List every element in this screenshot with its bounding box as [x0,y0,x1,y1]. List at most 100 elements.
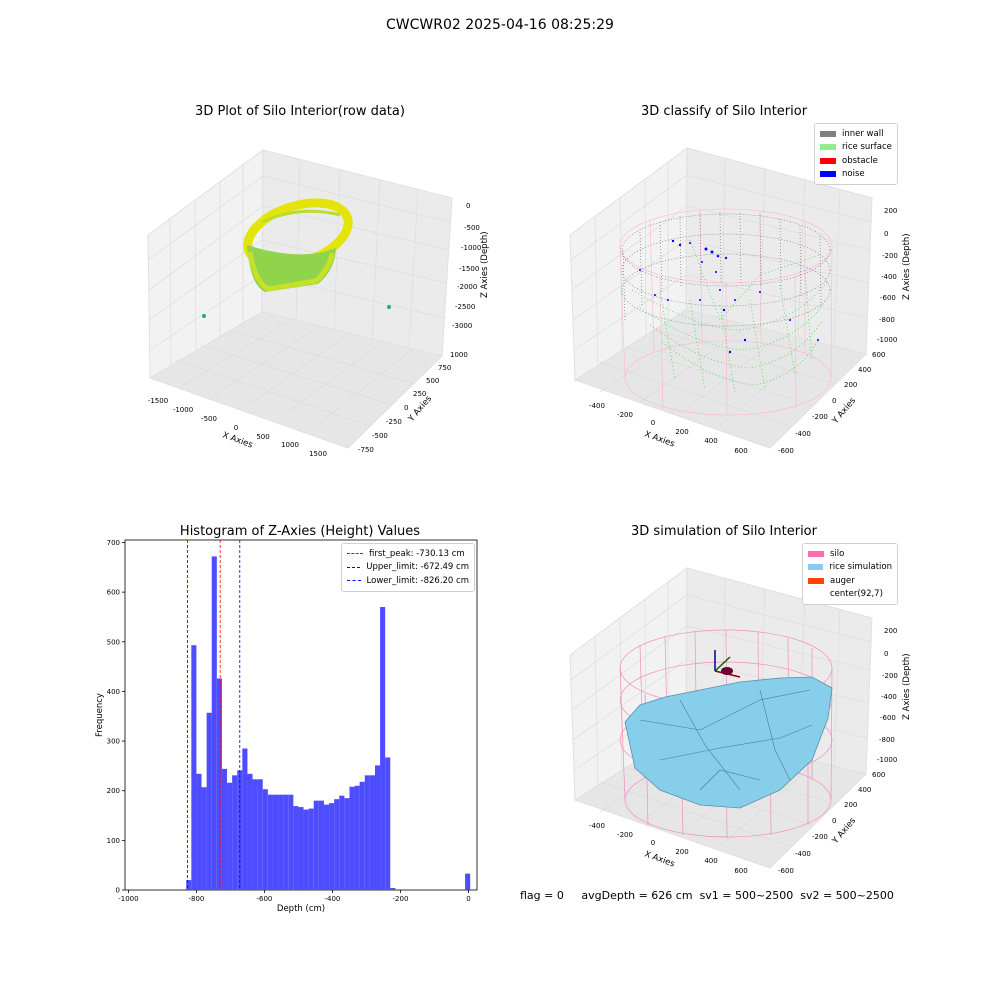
histogram-bar [298,807,304,890]
legend-swatch [820,157,836,164]
legend-swatch [820,171,836,178]
simulation-ytick: 200 [844,801,857,809]
inner-wall-points [621,211,831,327]
raw-xtick: 0 [234,424,238,432]
legend-item-rice-surface: rice surface [820,141,892,155]
simulation-ytick: -200 [812,833,828,841]
histogram-bar [257,779,263,890]
histogram-bar [201,787,207,890]
classify-z-axis-label: Z Axies (Depth) [902,233,912,300]
histogram-bar [221,768,228,890]
legend-item-center: center(92,7) [808,588,892,602]
rice-surface-points [631,239,829,393]
legend-item-silo: silo [808,547,892,561]
histogram-ytick-label: 600 [107,589,120,597]
histogram-bar [267,794,273,890]
simulation-ztick: -200 [882,672,898,680]
classify-ztick: 200 [884,207,897,215]
raw-ytick: 0 [404,404,408,412]
classify-xtick: -400 [589,402,605,410]
legend-label: center(92,7) [830,589,883,600]
classify-ztick: 0 [884,230,888,238]
simulation-ytick: -400 [795,850,811,858]
histogram-bar [272,794,279,890]
raw-ytick: 1000 [450,351,468,359]
raw-ztick: -1000 [461,244,481,252]
raw-x-ticks: -1500 -1000 -500 0 500 1000 1500 [148,397,327,458]
simulation-legend: silo rice simulation auger center(92,7) [802,543,898,605]
raw-xtick: -1000 [173,406,193,414]
noise-points [639,239,819,354]
legend-swatch [808,591,824,597]
classify-ytick: 0 [832,397,836,405]
legend-swatch [820,144,836,151]
legend-label: silo [830,548,845,559]
classify-ztick: -200 [882,252,898,260]
classify-ytick: -600 [778,447,794,455]
histogram-legend: first_peak: -730.13 cm Upper_limit: -672… [341,543,475,592]
raw-ytick: -500 [372,432,388,440]
histogram-bar [211,556,217,890]
simulation-x-axis-label: X Axies [643,849,676,869]
histogram-bar [339,795,345,890]
simulation-ztick: -800 [879,736,895,744]
classify-3d-grid [570,157,872,427]
legend-swatch [808,550,824,557]
legend-label: rice surface [842,142,892,153]
histogram-x-ticks: -1000 -800 -600 -400 -200 0 [118,890,471,903]
histogram-bar [206,712,212,890]
classify-ytick: 200 [844,381,857,389]
legend-swatch [808,577,824,584]
sv2-value: sv2 = 500~2500 [800,889,894,902]
histogram-bar [196,773,202,890]
histogram-ytick-label: 700 [107,539,120,547]
simulation-xtick: 600 [734,867,747,875]
histogram-ytick-label: 100 [107,837,120,845]
histogram-bar [288,794,294,890]
histogram-bar [216,678,222,890]
histogram-xtick-label: 0 [466,895,470,903]
histogram-bar [308,808,314,890]
classify-xtick: 600 [734,447,747,455]
avg-depth-value: avgDepth = 626 cm [581,889,693,902]
histogram-ytick-label: 0 [116,887,120,895]
legend-item-lower-limit: Lower_limit: -826.20 cm [347,574,469,588]
histogram-bar [283,794,289,890]
histogram-ytick-label: 500 [107,638,120,646]
simulation-ztick: -1000 [877,756,897,764]
simulation-z-ticks: 200 0 -200 -400 -600 -800 -1000 [877,627,898,764]
simulation-xtick: 0 [651,839,655,847]
histogram-y-ticks: 0 100 200 300 400 500 600 700 [107,539,125,895]
raw-plot-title: 3D Plot of Silo Interior(row data) [195,104,405,119]
raw-xtick: 500 [256,433,269,441]
simulation-xtick: -400 [589,822,605,830]
histogram-bar [318,800,324,890]
histogram-bar [364,775,370,890]
legend-label: auger [830,575,855,586]
histogram-bar [191,645,197,890]
legend-item-inner-wall: inner wall [820,127,892,141]
classify-xtick: 400 [704,437,717,445]
classify-ytick: -200 [812,413,828,421]
legend-dash [347,566,361,568]
simulation-plot-title: 3D simulation of Silo Interior [631,524,817,539]
histogram-bar [369,775,375,890]
legend-item-obstacle: obstacle [820,154,892,168]
legend-label: Lower_limit: -826.20 cm [366,575,469,586]
histogram-bar [247,773,253,890]
legend-item-rice-simulation: rice simulation [808,561,892,575]
raw-point-cloud [202,198,391,318]
legend-item-auger: auger [808,574,892,588]
classify-plot-title: 3D classify of Silo Interior [640,104,808,119]
raw-ytick: 500 [426,377,439,385]
classify-ztick: -800 [879,316,895,324]
classify-legend: inner wall rice surface obstacle noise [814,123,898,185]
histogram-bar [344,798,350,890]
classify-ytick: 600 [872,351,885,359]
legend-label: Upper_limit: -672.49 cm [366,562,469,573]
histogram-bar [293,806,299,890]
simulation-xtick: -200 [617,831,633,839]
histogram-bar [227,782,233,890]
